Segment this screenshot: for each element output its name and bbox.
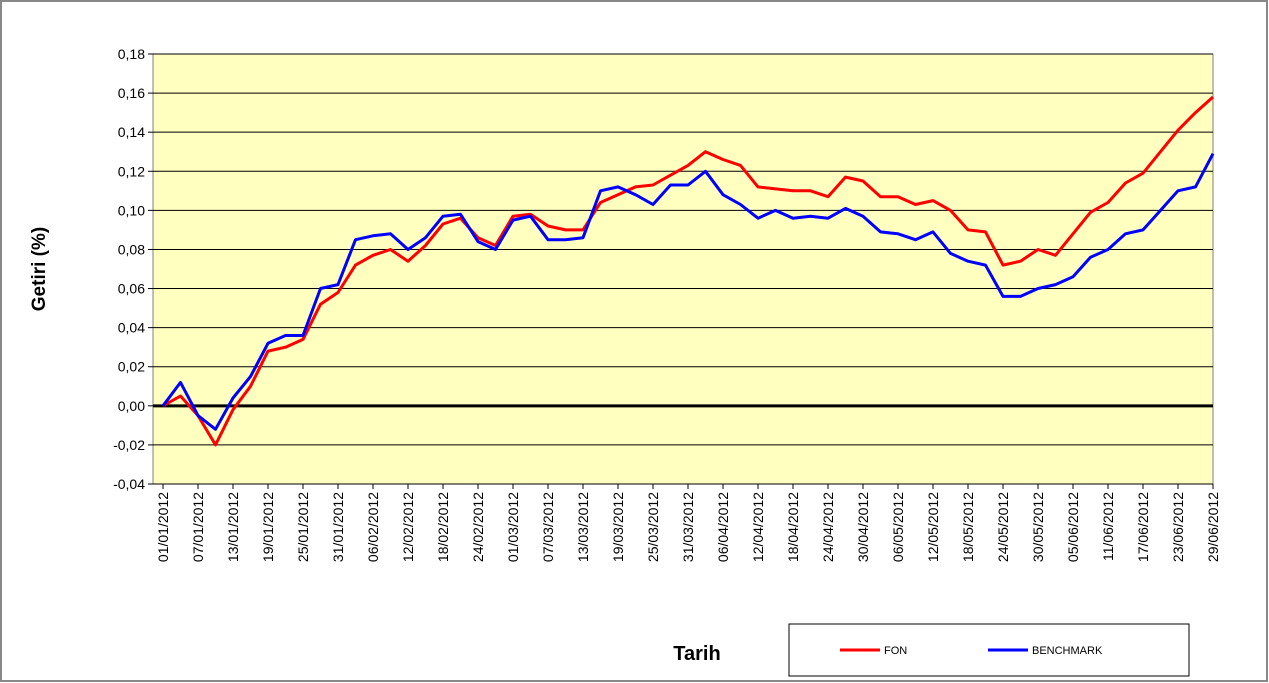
x-axis-title: Tarih xyxy=(673,643,720,665)
x-tick-label: 24/04/2012 xyxy=(820,492,836,562)
x-tick-label: 25/01/2012 xyxy=(295,492,311,562)
y-tick-label: 0,04 xyxy=(118,320,145,336)
x-tick-label: 18/04/2012 xyxy=(785,492,801,562)
x-tick-label: 25/03/2012 xyxy=(645,492,661,562)
x-tick-label: 06/04/2012 xyxy=(715,492,731,562)
x-tick-label: 01/03/2012 xyxy=(505,492,521,562)
x-tick-label: 13/01/2012 xyxy=(225,492,241,562)
x-tick-label: 24/05/2012 xyxy=(995,492,1011,562)
x-tick-label: 19/03/2012 xyxy=(610,492,626,562)
x-tick-label: 30/05/2012 xyxy=(1030,492,1046,562)
x-tick-label: 07/01/2012 xyxy=(190,492,206,562)
legend-label: BENCHMARK xyxy=(1032,645,1103,657)
y-tick-label: 0,12 xyxy=(118,163,145,179)
x-tick-label: 17/06/2012 xyxy=(1135,492,1151,562)
y-tick-label: -0,04 xyxy=(113,476,145,492)
y-tick-label: 0,08 xyxy=(118,241,145,257)
y-axis-title: Getiri (%) xyxy=(29,227,50,311)
x-tick-label: 31/01/2012 xyxy=(330,492,346,562)
x-tick-label: 29/06/2012 xyxy=(1205,492,1221,562)
x-tick-label: 06/05/2012 xyxy=(890,492,906,562)
series-line xyxy=(162,95,1214,447)
x-tick-label: 18/05/2012 xyxy=(960,492,976,562)
x-tick-label: 12/05/2012 xyxy=(925,492,941,562)
x-tick-label: 19/01/2012 xyxy=(260,492,276,562)
x-tick-label: 06/02/2012 xyxy=(365,492,381,562)
x-tick-label: 07/03/2012 xyxy=(540,492,556,562)
y-tick-label: 0,00 xyxy=(118,398,145,414)
x-tick-label: 24/02/2012 xyxy=(470,492,486,562)
x-tick-label: 18/02/2012 xyxy=(435,492,451,562)
y-tick-label: 0,14 xyxy=(118,124,145,140)
x-tick-label: 30/04/2012 xyxy=(855,492,871,562)
y-tick-label: -0,02 xyxy=(113,437,145,453)
legend-label: FON xyxy=(884,645,907,657)
x-tick-label: 31/03/2012 xyxy=(680,492,696,562)
x-tick-label: 12/04/2012 xyxy=(750,492,766,562)
x-tick-label: 12/02/2012 xyxy=(400,492,416,562)
x-tick-label: 23/06/2012 xyxy=(1170,492,1186,562)
x-tick-label: 13/03/2012 xyxy=(575,492,591,562)
y-tick-label: 0,16 xyxy=(118,85,145,101)
y-tick-label: 0,02 xyxy=(118,359,145,375)
y-tick-label: 0,10 xyxy=(118,202,145,218)
plot-area xyxy=(152,53,1214,485)
y-tick-label: 0,06 xyxy=(118,281,145,297)
x-tick-label: 01/01/2012 xyxy=(155,492,171,562)
series-line xyxy=(161,153,1215,431)
x-tick-label: 05/06/2012 xyxy=(1065,492,1081,562)
x-tick-label: 11/06/2012 xyxy=(1100,492,1116,561)
y-tick-label: 0,18 xyxy=(118,46,145,62)
